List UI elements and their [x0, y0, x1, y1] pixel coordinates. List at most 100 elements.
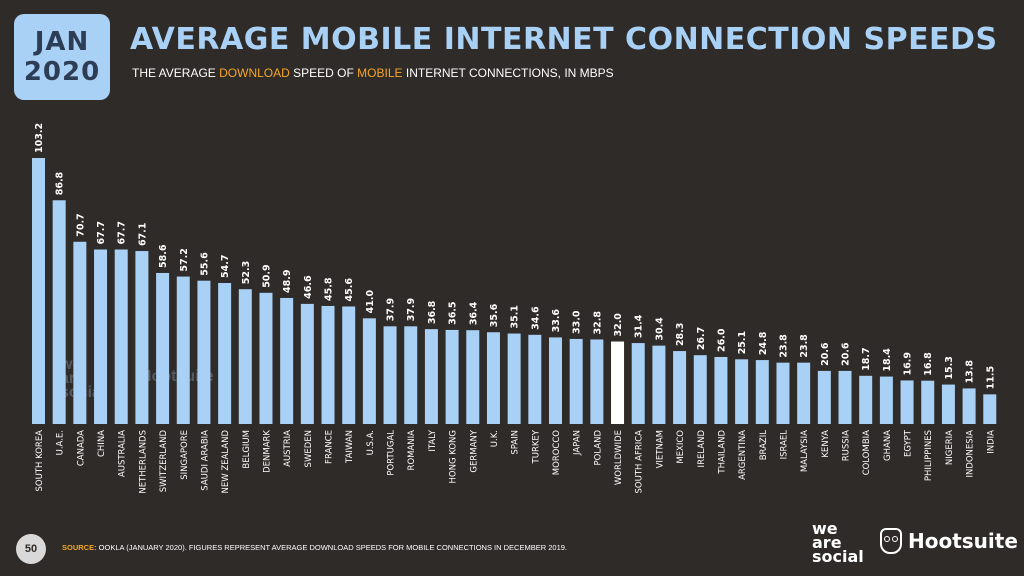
- bar-label-taiwan: TAIWAN: [345, 430, 355, 464]
- bar-label-belgium: BELGIUM: [242, 430, 252, 469]
- bar-value-india: 11.5: [985, 366, 996, 389]
- bar-label-morocco: MOROCCO: [552, 430, 562, 475]
- bar-label-netherlands: NETHERLANDS: [138, 430, 148, 494]
- bar-worldwide: [611, 341, 625, 424]
- bar-label-switzerland: SWITZERLAND: [159, 430, 169, 493]
- bar-label-saudi-arabia: SAUDI ARABIA: [200, 430, 210, 491]
- bar-label-malaysia: MALAYSIA: [800, 430, 810, 472]
- bar-value-israel: 23.8: [778, 334, 789, 358]
- bar-label-japan: JAPAN: [573, 430, 583, 456]
- bar-value-austria: 48.9: [282, 270, 293, 293]
- bar-label-romania: ROMANIA: [407, 430, 417, 471]
- bar-label-new-zealand: NEW ZEALAND: [221, 430, 231, 494]
- bar-portugal: [383, 326, 397, 424]
- bar-u-k: [486, 332, 500, 424]
- bar-value-hong-kong: 36.5: [448, 301, 459, 324]
- bar-label-poland: POLAND: [593, 430, 603, 466]
- bar-label-hong-kong: HONG KONG: [449, 430, 459, 483]
- bar-value-germany: 36.4: [468, 301, 479, 325]
- bar-spain: [507, 333, 521, 424]
- subtitle-highlight-mobile: MOBILE: [357, 66, 403, 80]
- bar-poland: [590, 339, 604, 424]
- bar-label-argentina: ARGENTINA: [738, 430, 748, 480]
- bar-value-saudi-arabia: 55.6: [199, 252, 210, 276]
- bar-israel: [776, 362, 790, 424]
- bar-value-russia: 20.6: [841, 342, 852, 366]
- bar-value-u-k: 35.6: [489, 303, 500, 327]
- bar-label-germany: GERMANY: [469, 429, 479, 472]
- page-number: 50: [16, 534, 46, 564]
- bar-ghana: [879, 376, 893, 424]
- bar-label-colombia: COLOMBIA: [862, 430, 872, 475]
- bar-label-ghana: GHANA: [883, 430, 893, 461]
- bar-label-thailand: THAILAND: [717, 430, 727, 475]
- bar-u-a-e: [52, 200, 66, 424]
- we-are-social-logo: we are social: [812, 519, 864, 566]
- bar-sweden: [300, 303, 314, 424]
- bar-label-china: CHINA: [97, 430, 107, 457]
- bar-label-australia: AUSTRALIA: [118, 430, 128, 477]
- bar-south-africa: [631, 343, 645, 424]
- hootsuite-logo: Hootsuite: [880, 528, 1018, 554]
- bar-china: [94, 249, 108, 424]
- bar-australia: [114, 249, 128, 424]
- bar-value-philippines: 16.8: [923, 352, 934, 376]
- bar-value-thailand: 26.0: [716, 328, 727, 352]
- bar-value-vietnam: 30.4: [654, 317, 665, 341]
- bar-label-russia: RUSSIA: [842, 430, 852, 461]
- bar-value-france: 45.8: [324, 277, 335, 301]
- bar-value-new-zealand: 54.7: [220, 255, 231, 278]
- date-year: 2020: [23, 57, 101, 87]
- date-month: JAN: [34, 27, 90, 57]
- bar-singapore: [176, 276, 190, 424]
- bar-value-belgium: 52.3: [241, 261, 252, 284]
- bar-value-kenya: 20.6: [820, 342, 831, 366]
- bar-u-s-a: [362, 318, 376, 424]
- bar-thailand: [714, 356, 728, 424]
- bar-label-singapore: SINGAPORE: [180, 430, 190, 480]
- source-note: SOURCE: OOKLA (JANUARY 2020). FIGURES RE…: [62, 543, 567, 552]
- bar-label-philippines: PHILIPPINES: [924, 430, 934, 481]
- bar-kenya: [817, 370, 831, 424]
- bar-romania: [404, 326, 418, 424]
- bar-ireland: [693, 355, 707, 424]
- bar-label-u-s-a: U.S.A.: [366, 430, 376, 455]
- bar-nigeria: [941, 384, 955, 424]
- bar-label-brazil: BRAZIL: [759, 430, 769, 461]
- bar-value-south-africa: 31.4: [634, 314, 645, 338]
- bar-value-nigeria: 15.3: [944, 356, 955, 379]
- bar-value-singapore: 57.2: [179, 248, 190, 271]
- bar-value-romania: 37.9: [406, 298, 417, 321]
- bar-france: [321, 305, 335, 424]
- bar-new-zealand: [218, 283, 232, 424]
- bar-value-morocco: 33.6: [551, 309, 562, 333]
- logo-social: social: [812, 547, 864, 566]
- bar-colombia: [859, 375, 873, 424]
- bar-value-italy: 36.8: [427, 300, 438, 324]
- bar-egypt: [900, 380, 914, 424]
- bar-taiwan: [342, 306, 356, 424]
- bar-argentina: [735, 359, 749, 424]
- bar-value-south-korea: 103.2: [34, 123, 45, 153]
- bar-italy: [424, 329, 438, 424]
- bar-label-mexico: MEXICO: [676, 430, 686, 464]
- logo-we: we: [812, 519, 838, 538]
- bar-label-portugal: PORTUGAL: [387, 430, 397, 476]
- bar-value-ghana: 18.4: [882, 348, 893, 372]
- bar-value-brazil: 24.8: [758, 331, 769, 355]
- bar-value-canada: 70.7: [75, 213, 86, 236]
- bar-label-israel: ISRAEL: [779, 430, 789, 460]
- bar-label-france: FRANCE: [325, 430, 335, 464]
- bar-russia: [838, 370, 852, 424]
- bar-mexico: [673, 351, 687, 424]
- bar-hong-kong: [445, 329, 459, 424]
- date-badge: JAN 2020: [14, 14, 110, 100]
- bar-value-netherlands: 67.1: [137, 223, 148, 246]
- bar-label-u-a-e: U.A.E.: [56, 430, 66, 455]
- bar-malaysia: [797, 362, 811, 424]
- bar-saudi-arabia: [197, 280, 211, 424]
- bar-japan: [569, 338, 583, 424]
- bar-austria: [280, 297, 294, 424]
- bar-label-italy: ITALY: [428, 429, 438, 451]
